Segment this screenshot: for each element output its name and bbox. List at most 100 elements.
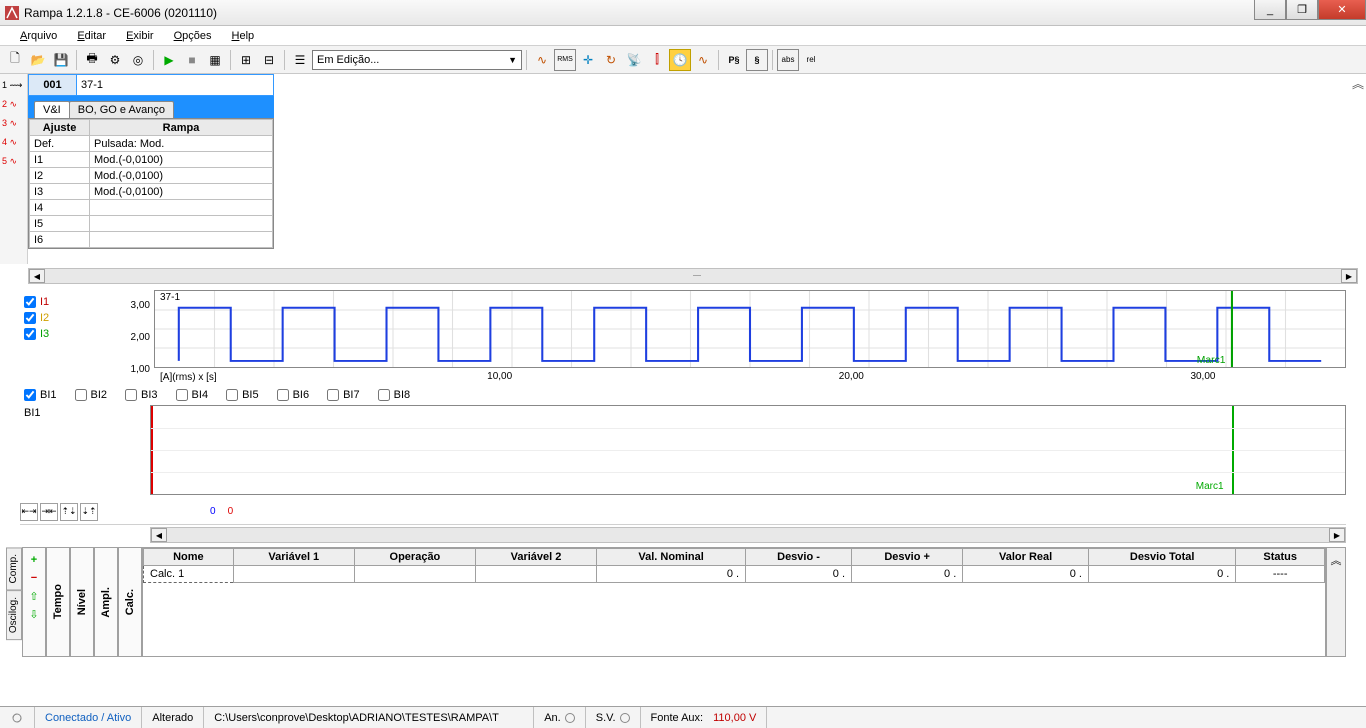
bi-item-bi2[interactable]: BI2 (75, 389, 108, 401)
table-row[interactable]: Calc. 1 0 . 0 . 0 . 0 . 0 . ---- (144, 566, 1325, 583)
vlabel-nivel[interactable]: Nível (70, 547, 94, 657)
mode-combo[interactable]: Em Edição... ▼ (312, 50, 522, 70)
settings-button[interactable]: ⚙ (104, 49, 126, 71)
open-button[interactable]: 📂 (27, 49, 49, 71)
vlabel-ampl[interactable]: Ampl. (94, 547, 118, 657)
maximize-button[interactable]: ❐ (1286, 0, 1318, 20)
bi-item-bi1[interactable]: BI1 (24, 389, 57, 401)
side-tab-comp[interactable]: Comp. (6, 547, 22, 590)
scroll-right-icon[interactable]: ▶ (1329, 528, 1345, 542)
strip-item-1[interactable]: 1 ⟿ (0, 76, 27, 94)
bi-item-bi3[interactable]: BI3 (125, 389, 158, 401)
tool-compress-h[interactable]: ⇥⇤ (40, 503, 58, 521)
legend-i1[interactable]: I1 (24, 294, 116, 310)
scroll-left-icon[interactable]: ◀ (151, 528, 167, 542)
col-nom: Val. Nominal (597, 549, 746, 566)
legend-i1-check[interactable] (24, 296, 36, 308)
ps1-button[interactable]: P§ (723, 49, 745, 71)
grid-button[interactable]: ▦ (204, 49, 226, 71)
vlabel-tempo[interactable]: Tempo (46, 547, 70, 657)
strip-item-2[interactable]: 2 ∿ (0, 95, 27, 113)
antenna-icon: 📡 (627, 53, 642, 67)
strip-item-5[interactable]: 5 ∿ (0, 152, 27, 170)
rel-button[interactable]: rel (800, 49, 822, 71)
tool-compress-v[interactable]: ⇣⇡ (80, 503, 98, 521)
strip-item-4[interactable]: 4 ∿ (0, 133, 27, 151)
menu-editar[interactable]: Editar (69, 28, 114, 44)
wave1-button[interactable]: ∿ (531, 49, 553, 71)
menu-arquivo[interactable]: Arquivo (12, 28, 65, 44)
new-button[interactable]: 🗋 (4, 49, 26, 71)
window1-button[interactable]: ⊞ (235, 49, 257, 71)
bi-check[interactable] (125, 389, 137, 401)
cross-button[interactable]: ✛ (577, 49, 599, 71)
ps2-button[interactable]: § (746, 49, 768, 71)
win1-icon: ⊞ (241, 53, 251, 67)
abs-button[interactable]: abs (777, 49, 799, 71)
stop-button[interactable]: ■ (181, 49, 203, 71)
tool-expand-v[interactable]: ⇡⇣ (60, 503, 78, 521)
sine-icon: ∿ (698, 53, 708, 67)
window2-button[interactable]: ⊟ (258, 49, 280, 71)
bi-check[interactable] (24, 389, 36, 401)
tool-expand-h[interactable]: ⇤⇥ (20, 503, 38, 521)
target-button[interactable]: ◎ (127, 49, 149, 71)
up-button[interactable]: ⇧ (26, 588, 42, 604)
settings-icon: ⚙ (110, 53, 121, 67)
chart1-area[interactable]: 37-1 [A](rms) x [s] Marc1 10,0020,0030,0… (154, 290, 1346, 385)
antenna-button[interactable]: 📡 (623, 49, 645, 71)
vlabel-calc[interactable]: Calc. (118, 547, 142, 657)
menu-help[interactable]: Help (224, 28, 263, 44)
grid-name[interactable]: 37-1 (77, 75, 273, 95)
legend-i2[interactable]: I2 (24, 310, 116, 326)
bi-item-bi8[interactable]: BI8 (378, 389, 411, 401)
bi-check[interactable] (75, 389, 87, 401)
legend-i3[interactable]: I3 (24, 326, 116, 342)
remove-button[interactable]: − (26, 570, 42, 586)
bi-check[interactable] (176, 389, 188, 401)
strip-item-3[interactable]: 3 ∿ (0, 114, 27, 132)
menu-opcoes[interactable]: Opções (166, 28, 220, 44)
hscroll-upper[interactable]: ◀ ⎯⎯ ▶ (28, 268, 1358, 284)
add-button[interactable]: + (26, 552, 42, 568)
grid-index: 001 (29, 75, 77, 95)
table-row: I6 (30, 232, 273, 248)
window-controls: _ ❐ ✕ (1254, 0, 1366, 20)
scroll-right-icon[interactable]: ▶ (1341, 269, 1357, 283)
calc-chevron[interactable]: ︽ (1326, 547, 1346, 657)
side-tab-oscilog[interactable]: Oscilog. (6, 590, 22, 640)
bi-check[interactable] (226, 389, 238, 401)
upper-pane: 1 ⟿ 2 ∿ 3 ∿ 4 ∿ 5 ∿ 001 37-1 V&I BO, GO … (0, 74, 1366, 264)
down-button[interactable]: ⇩ (26, 606, 42, 622)
legend-i2-check[interactable] (24, 312, 36, 324)
refresh-button[interactable]: ↻ (600, 49, 622, 71)
tab-vi[interactable]: V&I (34, 101, 70, 118)
bi-item-bi6[interactable]: BI6 (277, 389, 310, 401)
clock-button[interactable]: 🕓 (669, 49, 691, 71)
bi-item-bi5[interactable]: BI5 (226, 389, 259, 401)
play-button[interactable]: ▶ (158, 49, 180, 71)
timeline2-area[interactable]: Marc1 (150, 405, 1346, 495)
menu-exibir[interactable]: Exibir (118, 28, 162, 44)
list-button[interactable]: ☰ (289, 49, 311, 71)
tab-bogo[interactable]: BO, GO e Avanço (69, 101, 174, 118)
hscroll-timeline[interactable]: ◀ ▶ (150, 527, 1346, 543)
bi-item-bi4[interactable]: BI4 (176, 389, 209, 401)
minimize-button[interactable]: _ (1254, 0, 1286, 20)
rms-button[interactable]: RMS (554, 49, 576, 71)
bi-check[interactable] (378, 389, 390, 401)
table-row: I1Mod.(-0,0100) (30, 152, 273, 168)
sine-button[interactable]: ∿ (692, 49, 714, 71)
print-button[interactable]: 🖶 (81, 49, 103, 71)
close-button[interactable]: ✕ (1318, 0, 1366, 20)
pulse-button[interactable]: ⫿ (646, 49, 668, 71)
expand-chevron[interactable]: ︽ (1350, 75, 1366, 165)
ps1-icon: P§ (728, 55, 739, 65)
save-button[interactable]: 💾 (50, 49, 72, 71)
legend-i3-check[interactable] (24, 328, 36, 340)
scroll-left-icon[interactable]: ◀ (29, 269, 45, 283)
bi-check[interactable] (277, 389, 289, 401)
bi-item-bi7[interactable]: BI7 (327, 389, 360, 401)
bi-check[interactable] (327, 389, 339, 401)
status-connection[interactable]: Conectado / Ativo (35, 707, 142, 728)
